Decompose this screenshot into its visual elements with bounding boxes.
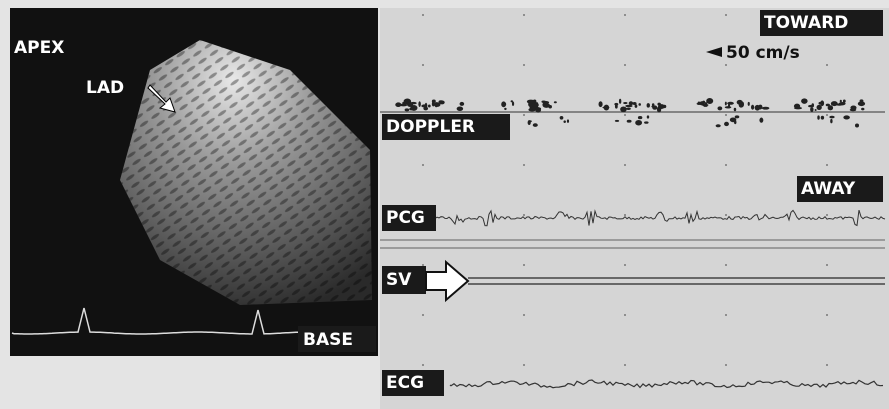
doppler-panel (380, 8, 889, 409)
away-label: AWAY (801, 179, 856, 199)
doppler-dot (850, 106, 856, 110)
doppler-dot (759, 118, 763, 123)
doppler-dot (407, 102, 413, 107)
pcg-label: PCG (386, 208, 425, 228)
doppler-dot (638, 116, 642, 119)
doppler-dot (599, 101, 603, 107)
doppler-dot (501, 101, 506, 107)
base-label: BASE (303, 330, 353, 350)
doppler-dot (717, 106, 722, 110)
doppler-dot (423, 107, 428, 111)
page: {"echo_panel": {"apex_label": "APEX", "v… (0, 0, 889, 409)
doppler-dot (651, 105, 656, 107)
doppler-dot (821, 116, 824, 120)
doppler-dot (855, 124, 859, 128)
doppler-dot (811, 103, 814, 107)
doppler-dot (706, 98, 713, 104)
doppler-dot (762, 107, 770, 110)
doppler-dot (619, 99, 621, 104)
doppler-dot (635, 104, 638, 108)
doppler-dot (567, 119, 569, 123)
doppler-dot (626, 108, 631, 110)
doppler-dot (504, 108, 506, 110)
apex-label: APEX (14, 38, 64, 58)
doppler-dot (724, 122, 729, 126)
doppler-dot (563, 120, 565, 123)
doppler-dot (758, 105, 762, 110)
doppler-dot (751, 105, 754, 110)
doppler-dot (512, 102, 514, 106)
doppler-dot (620, 106, 627, 112)
doppler-dot (725, 102, 727, 106)
doppler-dot (604, 105, 610, 111)
doppler-dot (627, 120, 632, 123)
doppler-dot (623, 102, 627, 104)
ecg-label: ECG (386, 373, 424, 393)
doppler-dot (532, 103, 539, 108)
doppler-dot (543, 101, 549, 104)
doppler-dot (535, 107, 541, 112)
doppler-dot (657, 103, 660, 106)
lad-label: LAD (86, 78, 124, 98)
doppler-dot (815, 109, 817, 111)
doppler-dot (615, 120, 619, 122)
figure: APEX LAD BASE TOWARD 50 cm/s DOPPLER AWA… (0, 0, 889, 409)
doppler-dot (810, 107, 813, 112)
doppler-dot (635, 120, 642, 125)
doppler-dot (428, 105, 431, 108)
doppler-dot (434, 102, 441, 107)
doppler-dot (843, 115, 850, 119)
doppler-dot (735, 115, 740, 118)
doppler-dot (831, 101, 838, 106)
doppler-dot (727, 102, 734, 105)
doppler-dot (647, 103, 650, 108)
doppler-dot (801, 98, 807, 103)
doppler-dot (625, 105, 632, 107)
doppler-dot (457, 106, 463, 111)
doppler-dot (829, 116, 834, 119)
doppler-dot (748, 102, 750, 106)
doppler-dot (528, 120, 531, 125)
doppler-dot (816, 105, 821, 110)
doppler-dot (402, 102, 407, 104)
doppler-dot (830, 119, 832, 123)
doppler-dot (725, 106, 732, 108)
doppler-dot (554, 101, 557, 103)
doppler-dot (861, 108, 864, 111)
scale-label: 50 cm/s (726, 43, 800, 63)
doppler-dot (418, 101, 420, 107)
doppler-dot (794, 107, 802, 109)
doppler-dot (734, 120, 736, 124)
doppler-dot (839, 102, 846, 105)
sv-label: SV (386, 270, 412, 290)
doppler-dot (560, 116, 564, 120)
doppler-dot (395, 102, 401, 107)
doppler-dot (405, 108, 410, 111)
doppler-dot (629, 101, 633, 105)
doppler-dot (638, 103, 641, 106)
doppler-dot (432, 100, 436, 103)
doppler-dot (615, 104, 618, 109)
doppler-dot (860, 99, 864, 102)
doppler-dot (533, 123, 538, 127)
doppler-dot (716, 124, 721, 127)
doppler-dot (647, 115, 649, 118)
doppler-dot (818, 102, 821, 105)
doppler-dot (734, 108, 737, 111)
doppler-dot (662, 105, 666, 108)
doppler-dot (460, 102, 465, 106)
doppler-label: DOPPLER (386, 117, 475, 137)
doppler-dot (739, 102, 744, 107)
doppler-dot (826, 104, 830, 107)
toward-label: TOWARD (764, 13, 848, 33)
doppler-dot (644, 121, 648, 123)
doppler-dot (817, 115, 819, 119)
doppler-dot (702, 104, 709, 106)
